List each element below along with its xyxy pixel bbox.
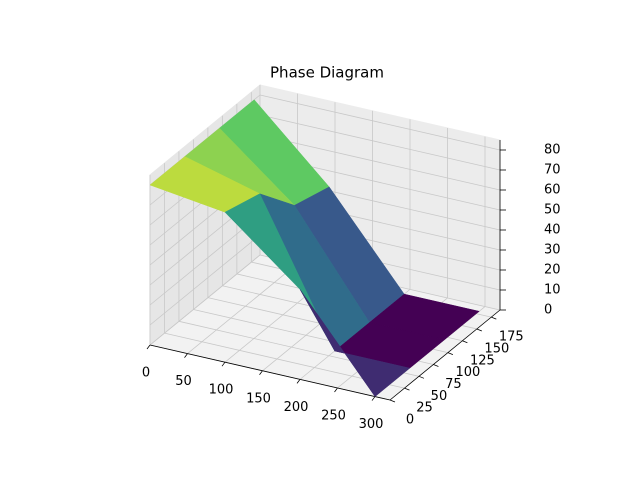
axis-line <box>149 344 391 401</box>
tick-mark <box>491 316 497 320</box>
x-tick-label: 250 <box>321 408 346 423</box>
tick-mark <box>184 353 188 358</box>
z-tick-label: 80 <box>544 143 561 158</box>
grid-line <box>187 263 298 354</box>
tick-mark <box>146 344 151 350</box>
grid-line <box>259 114 501 171</box>
x-tick-label: 300 <box>359 417 384 432</box>
z-tick-label: 50 <box>544 203 561 218</box>
z-tick-label: 40 <box>544 223 561 238</box>
tick-mark <box>371 396 376 401</box>
y-tick-label: 150 <box>484 341 509 356</box>
y-tick-label: 75 <box>445 377 462 392</box>
y-tick-label: 50 <box>431 389 448 404</box>
grid-line <box>259 94 501 151</box>
tick-mark <box>221 361 226 367</box>
tick-mark <box>447 352 454 356</box>
surface-face <box>299 289 411 397</box>
chart-title: Phase Diagram <box>270 64 384 82</box>
x-tick-label: 200 <box>284 400 309 415</box>
x-tick-label: 150 <box>246 391 271 406</box>
axis-line <box>389 309 501 401</box>
grid-line <box>259 134 501 191</box>
z-tick-label: 20 <box>544 263 561 278</box>
y-tick-label: 25 <box>416 401 433 416</box>
x-tick-label: 0 <box>142 366 150 381</box>
y-tick-label: 100 <box>455 365 480 380</box>
z-tick-label: 60 <box>544 183 561 198</box>
grid-line <box>149 234 261 326</box>
tick-mark <box>296 379 301 384</box>
y-tick-label: 125 <box>470 353 495 368</box>
tick-mark <box>334 387 338 393</box>
tick-mark <box>404 387 410 391</box>
grid-line <box>149 214 261 306</box>
x-tick-label: 100 <box>209 383 234 398</box>
z-tick-label: 10 <box>544 283 561 298</box>
x-tick-label: 50 <box>175 374 192 389</box>
z-tick-label: 70 <box>544 163 561 178</box>
grid-line <box>149 254 261 346</box>
tick-mark <box>418 375 425 379</box>
tick-mark <box>259 370 263 376</box>
z-tick-label: 0 <box>544 303 552 318</box>
z-tick-label: 30 <box>544 243 561 258</box>
tick-mark <box>476 328 482 332</box>
tick-mark <box>433 364 439 367</box>
tick-mark <box>389 399 396 403</box>
y-tick-label: 175 <box>499 330 524 345</box>
y-tick-label: 0 <box>406 413 414 428</box>
tick-mark <box>462 340 468 344</box>
